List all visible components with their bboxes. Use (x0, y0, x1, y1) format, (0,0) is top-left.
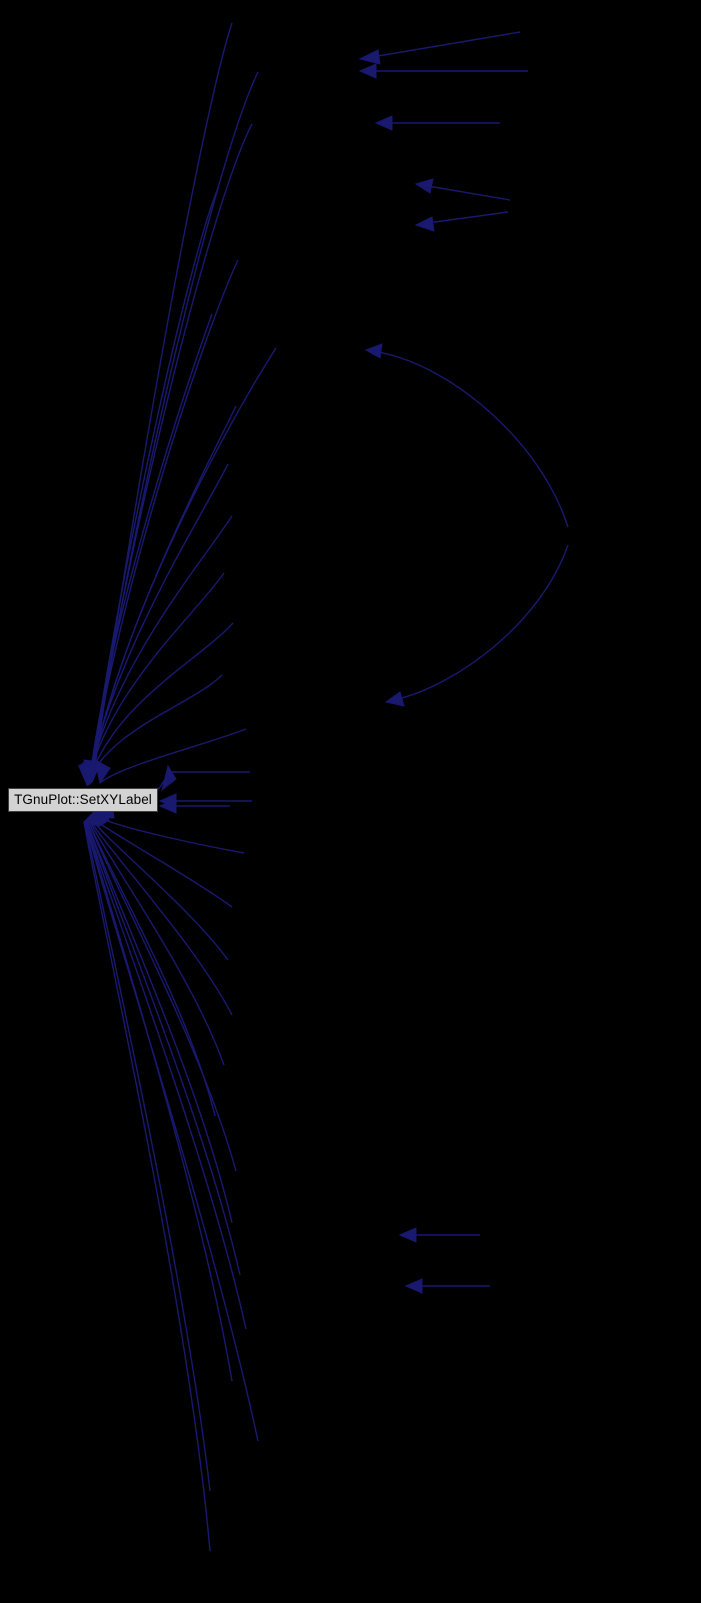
graph-edge (87, 515, 233, 785)
graph-node-caller[interactable] (250, 770, 290, 794)
graph-edge (88, 819, 225, 1066)
graph-edge-arrowhead (158, 798, 177, 814)
graph-edge-arrowhead (83, 810, 100, 827)
graph-node-caller[interactable] (240, 1272, 280, 1296)
graph-edge (87, 819, 237, 1172)
graph-edge (84, 821, 211, 1492)
graph-edge (371, 31, 521, 58)
graph-edge (427, 211, 509, 224)
graph-node-caller[interactable] (258, 1438, 298, 1462)
graph-node-caller[interactable] (480, 1235, 520, 1259)
graph-edge (90, 123, 253, 783)
graph-node-caller[interactable] (490, 1286, 530, 1310)
graph-node-caller[interactable] (244, 850, 284, 874)
graph-edge (87, 463, 229, 785)
graph-edge (86, 820, 241, 1276)
graph-edge-arrowhead (414, 178, 434, 194)
graph-edge (85, 820, 247, 1330)
graph-node-caller[interactable] (500, 123, 540, 147)
graph-node-caller[interactable] (236, 1168, 276, 1192)
graph-node-caller[interactable] (232, 17, 272, 41)
graph-edge-arrowhead (364, 343, 383, 359)
graph-node-focus[interactable]: TGnuPlot::SetXYLabel (8, 788, 158, 812)
graph-node-caller[interactable] (233, 620, 273, 644)
graph-edge-arrowhead (358, 49, 381, 65)
graph-node-caller[interactable] (508, 212, 548, 236)
graph-node-caller[interactable] (520, 30, 560, 54)
graph-node-caller[interactable] (232, 804, 272, 828)
graph-node-caller[interactable] (528, 70, 568, 94)
graph-edge (89, 259, 239, 784)
graph-node-caller[interactable] (276, 346, 316, 370)
edges-group (78, 22, 569, 1552)
graph-edge-arrowhead (94, 759, 111, 785)
graph-edge (85, 820, 233, 1382)
graph-edge (377, 351, 569, 528)
graph-node-caller[interactable] (246, 726, 286, 750)
graph-edge (99, 728, 247, 784)
graph-edge (88, 313, 213, 785)
graph-edge (86, 820, 233, 1224)
graph-edge (86, 572, 225, 786)
graph-node-caller[interactable] (212, 311, 252, 335)
graph-node-caller[interactable] (232, 1378, 272, 1402)
graph-edge-arrowhead (374, 115, 393, 131)
graph-edge (427, 185, 511, 201)
graph-node-caller[interactable] (252, 120, 292, 144)
graph-node-caller[interactable] (210, 1488, 250, 1512)
graph-edge-arrowhead (398, 1227, 417, 1243)
graph-edge-arrowhead (384, 691, 405, 707)
graph-edge (92, 818, 233, 908)
graph-edge-arrowhead (404, 1278, 423, 1294)
graph-edge (87, 622, 234, 786)
graph-node-caller[interactable] (236, 403, 276, 427)
graph-edge-arrowhead (358, 63, 377, 79)
graph-node-caller[interactable] (224, 570, 264, 594)
graph-node-caller[interactable] (246, 1326, 286, 1350)
graph-node-caller[interactable] (218, 185, 258, 209)
graph-node-caller[interactable] (232, 513, 272, 537)
graph-node-caller[interactable] (232, 904, 272, 928)
graph-node-caller[interactable] (228, 461, 268, 485)
graph-node-caller[interactable] (210, 1548, 250, 1572)
graph-node-caller[interactable] (568, 525, 608, 549)
graph-edge-arrowhead (78, 765, 96, 787)
graph-edge (84, 820, 259, 1442)
graph-edge (83, 821, 211, 1552)
graph-edge (92, 22, 233, 781)
graph-edge (90, 818, 229, 961)
graph-node-caller[interactable] (238, 257, 278, 281)
graph-edge (397, 544, 569, 700)
graph-node-caller[interactable] (228, 957, 268, 981)
graph-node-caller[interactable] (232, 1220, 272, 1244)
graph-node-caller[interactable] (215, 1113, 255, 1137)
graph-node-caller[interactable] (232, 1012, 272, 1036)
graph-node-caller[interactable] (258, 68, 298, 92)
graph-edge (89, 819, 233, 1016)
graph-node-caller[interactable] (222, 672, 262, 696)
graph-edge-arrowhead (414, 216, 435, 232)
graph-edge-arrowhead (161, 764, 177, 792)
graph-node-caller[interactable] (224, 1062, 264, 1086)
